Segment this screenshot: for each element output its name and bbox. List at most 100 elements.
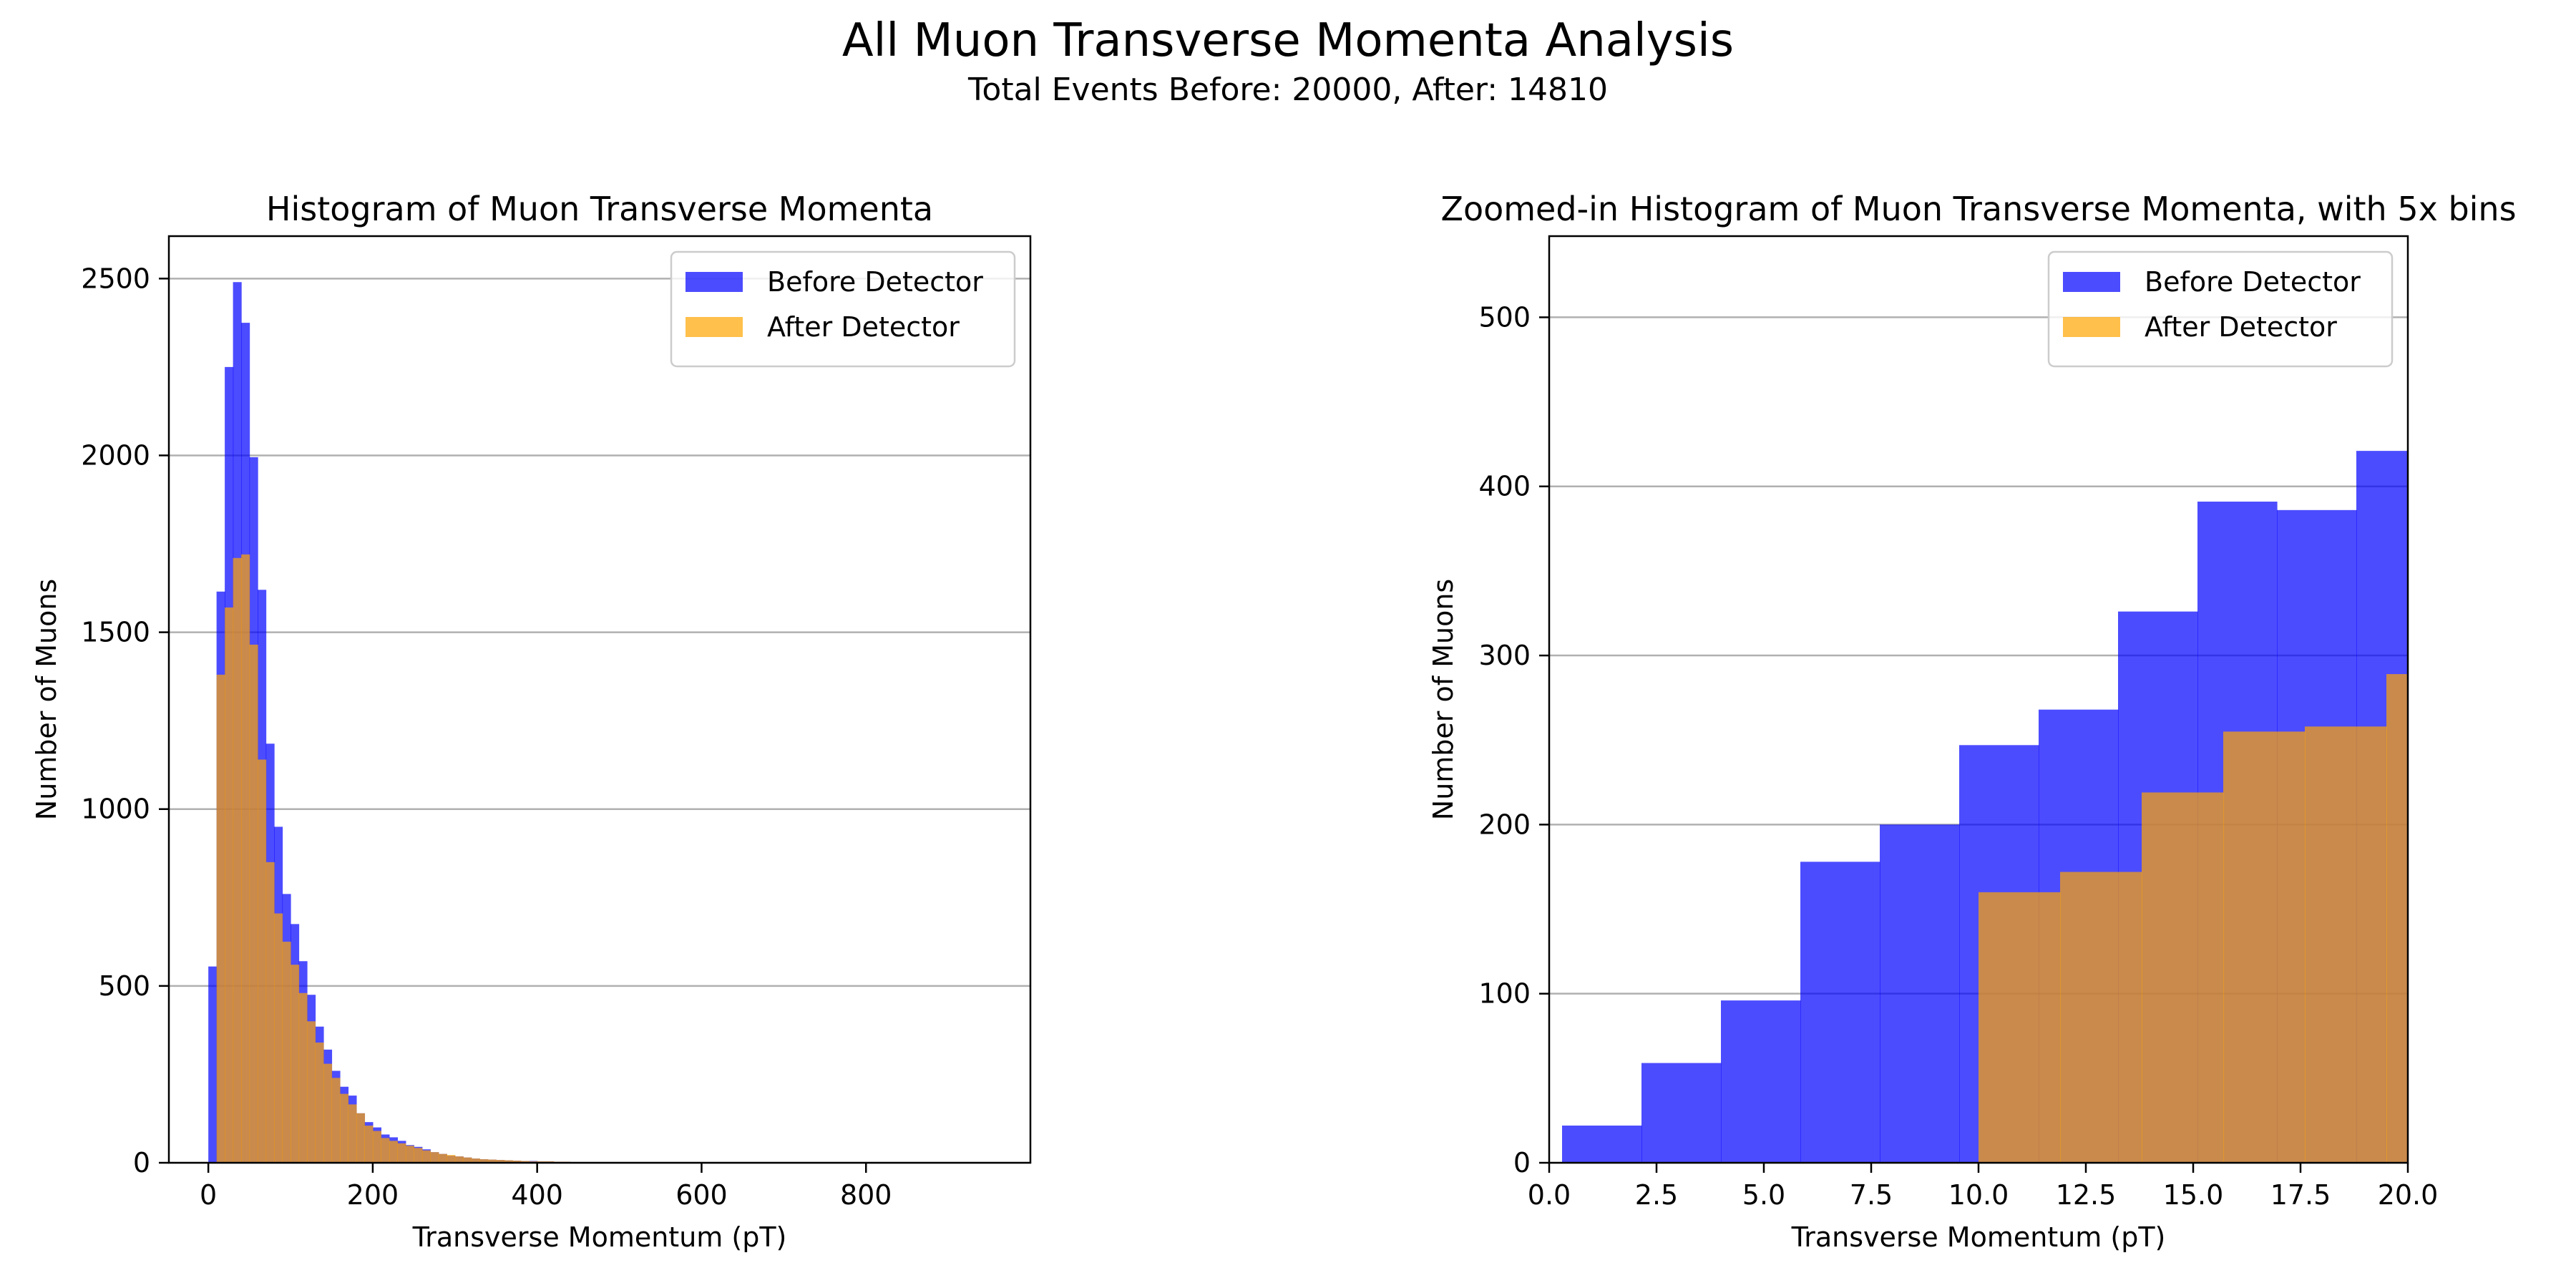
- histogram-bar-after: [348, 1104, 357, 1163]
- legend: Before Detector After Detector: [670, 250, 1016, 368]
- histogram-bar-before: [1562, 1126, 1642, 1163]
- histogram-bar-after: [331, 1078, 341, 1163]
- histogram-bar-before: [1800, 862, 1880, 1163]
- histogram-bar-after: [291, 965, 300, 1163]
- histogram-bar-after: [258, 759, 267, 1163]
- y-tick-label: 2500: [81, 263, 150, 294]
- x-tick-label: 200: [347, 1179, 399, 1211]
- histogram-bar-after: [249, 644, 258, 1163]
- histogram-bar-after: [2223, 731, 2306, 1163]
- histogram-bar-after: [307, 1021, 316, 1163]
- histogram-bar-after: [397, 1143, 406, 1163]
- histogram-bar-after: [339, 1093, 349, 1163]
- y-axis-label: Number of Muons: [31, 579, 62, 820]
- histogram-bar-before: [1641, 1063, 1722, 1163]
- histogram-bar-before: [1880, 824, 1960, 1163]
- y-tick-label: 1000: [81, 794, 150, 825]
- histogram-bar-after: [438, 1153, 447, 1163]
- histogram-bar-after: [241, 554, 250, 1163]
- x-tick-label: 17.5: [2270, 1179, 2331, 1211]
- plot-frame: [167, 235, 1032, 1164]
- histogram-bar-after: [2386, 674, 2408, 1163]
- histogram-bar-after: [405, 1146, 414, 1163]
- histogram-bar-after: [454, 1156, 464, 1163]
- x-tick-label: 5.0: [1742, 1179, 1785, 1211]
- histogram-bar-after: [372, 1131, 382, 1163]
- histogram-chart-right: 0.0 2.5 5.0 7.5 10.0 12.5 15.0 17.5 20.0 0 100 200 3…: [1428, 190, 2517, 1253]
- x-tick-label: 10.0: [1948, 1179, 2009, 1211]
- histogram-bar-after: [389, 1141, 398, 1163]
- histogram-bar-after: [487, 1159, 497, 1163]
- y-tick-label: 300: [1478, 640, 1531, 671]
- legend-swatch-before: [686, 272, 743, 292]
- histogram-chart-left: 0 200 400 600 800 0 500 1000 1500 2000 2500 Histogr…: [31, 190, 1032, 1253]
- histogram-bar-after: [323, 1063, 333, 1163]
- bars-group: [1562, 451, 2408, 1163]
- legend-label-before: Before Detector: [2145, 266, 2361, 298]
- legend-label-before: Before Detector: [767, 266, 983, 298]
- histogram-bar-after: [2305, 726, 2387, 1163]
- histogram-bar-after: [479, 1159, 489, 1163]
- x-tick-label: 12.5: [2056, 1179, 2117, 1211]
- histogram-bar-after: [2060, 872, 2142, 1163]
- histogram-bar-before: [1721, 1000, 1801, 1163]
- y-tick-label: 200: [1478, 809, 1531, 840]
- figure-suptitle: All Muon Transverse Momenta Analysis: [842, 14, 1734, 67]
- histogram-bar-after: [233, 557, 242, 1163]
- x-tick-label: 0.0: [1528, 1179, 1571, 1211]
- y-tick-label: 500: [98, 970, 150, 1002]
- histogram-bar-after: [496, 1160, 505, 1163]
- x-tick-label: 0: [200, 1179, 217, 1211]
- legend-label-after: After Detector: [2145, 311, 2337, 343]
- histogram-bar-after: [298, 992, 308, 1163]
- legend-label-after: After Detector: [767, 311, 960, 343]
- x-tick-label: 15.0: [2163, 1179, 2224, 1211]
- legend-swatch-after: [686, 317, 743, 337]
- bars-group: [208, 282, 620, 1163]
- x-tick-label: 7.5: [1850, 1179, 1893, 1211]
- histogram-bar-after: [225, 607, 234, 1163]
- x-tick-label: 600: [675, 1179, 728, 1211]
- histogram-bar-after: [364, 1126, 374, 1163]
- legend-box: [2047, 250, 2394, 368]
- histogram-bar-after: [216, 674, 225, 1163]
- histogram-bar-after: [463, 1157, 472, 1163]
- y-tick-label: 500: [1478, 301, 1531, 333]
- legend-box: [670, 250, 1016, 368]
- histogram-bar-after: [421, 1150, 431, 1163]
- y-tick-label: 400: [1478, 471, 1531, 502]
- histogram-bar-after: [274, 913, 283, 1163]
- legend-swatch-after: [2063, 317, 2120, 337]
- histogram-bar-after: [265, 862, 275, 1163]
- y-tick-label: 0: [1513, 1147, 1531, 1179]
- legend: Before Detector After Detector: [2047, 250, 2394, 368]
- histogram-bar-after: [381, 1138, 390, 1163]
- x-axis-label: Transverse Momentum (pT): [1791, 1221, 2166, 1253]
- y-tick-label: 1500: [81, 617, 150, 648]
- x-tick-label: 20.0: [2378, 1179, 2439, 1211]
- y-axis-label: Number of Muons: [1428, 579, 1459, 820]
- y-tick-label: 100: [1478, 978, 1531, 1010]
- x-tick-label: 400: [511, 1179, 563, 1211]
- histogram-bar-after: [447, 1155, 456, 1163]
- y-tick-label: 0: [133, 1147, 150, 1179]
- histogram-bar-after: [512, 1161, 522, 1163]
- histogram-bar-after: [282, 942, 291, 1163]
- histogram-bar-after: [356, 1113, 366, 1163]
- histogram-bar-after: [471, 1158, 480, 1163]
- histogram-bar-before: [208, 966, 218, 1163]
- chart-title: Zoomed-in Histogram of Muon Transverse M…: [1440, 190, 2516, 228]
- x-tick-label: 800: [840, 1179, 892, 1211]
- histogram-bar-after: [2142, 792, 2224, 1163]
- x-tick-label: 2.5: [1635, 1179, 1678, 1211]
- x-axis-label: Transverse Momentum (pT): [412, 1221, 787, 1253]
- histogram-bar-after: [315, 1042, 324, 1163]
- figure-subtitle: Total Events Before: 20000, After: 14810: [967, 72, 1608, 108]
- histogram-bar-after: [1979, 892, 2061, 1163]
- legend-swatch-before: [2063, 272, 2120, 292]
- chart-title: Histogram of Muon Transverse Momenta: [266, 190, 933, 228]
- histogram-bar-after: [504, 1160, 513, 1163]
- histogram-bar-after: [430, 1152, 439, 1163]
- histogram-bar-after: [414, 1148, 423, 1163]
